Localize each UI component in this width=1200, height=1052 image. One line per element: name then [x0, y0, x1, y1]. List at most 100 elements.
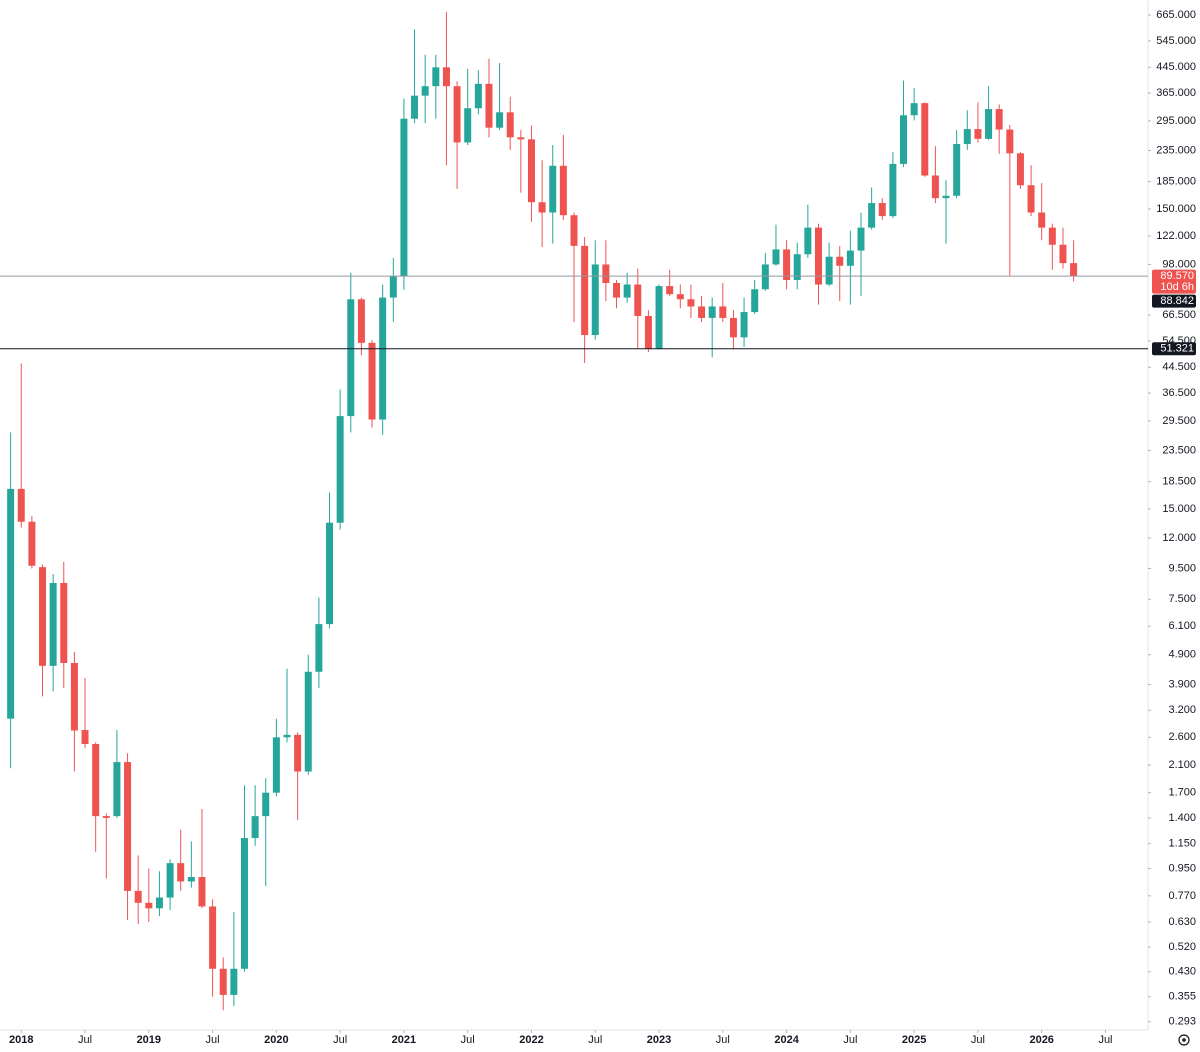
x-tick-label: 2019: [137, 1034, 161, 1046]
x-tick-label: Jul: [461, 1034, 475, 1046]
y-tick-label: 2.100: [1168, 759, 1196, 771]
price-label: 51.321: [1160, 343, 1194, 355]
candle-body: [113, 762, 121, 817]
price-label: 89.570: [1160, 270, 1194, 282]
candle-body: [400, 118, 408, 277]
candle-body: [591, 264, 599, 336]
x-tick-label: 2024: [774, 1034, 799, 1046]
candle-body: [570, 215, 578, 246]
candle-body: [698, 306, 706, 318]
candle-body: [1016, 153, 1024, 186]
candle-body: [761, 264, 769, 290]
y-tick-label: 3.200: [1168, 704, 1196, 716]
candle-body: [379, 297, 387, 420]
y-tick-label: 0.430: [1168, 966, 1196, 978]
candle-body: [411, 95, 419, 119]
candle-body: [81, 730, 89, 744]
y-tick-label: 122.000: [1156, 230, 1196, 242]
candle-body: [421, 86, 429, 96]
gear[interactable]: [1178, 1034, 1190, 1046]
candle-body: [442, 67, 450, 87]
candle-body: [315, 624, 323, 672]
candle-body: [496, 112, 504, 128]
candle-body: [474, 83, 482, 109]
candle-body: [155, 897, 163, 909]
x-tick-label: 2020: [264, 1034, 288, 1046]
candle-body: [145, 902, 153, 909]
y-tick-label: 6.100: [1168, 620, 1196, 632]
candle-body: [581, 245, 589, 336]
candle-body: [28, 521, 36, 566]
candle-body: [517, 137, 525, 140]
candle-body: [102, 816, 110, 818]
candle-body: [272, 737, 280, 793]
candle-body: [963, 129, 971, 145]
y-tick-label: 545.000: [1156, 35, 1196, 47]
candle-body: [506, 112, 514, 138]
candle-body: [7, 488, 15, 719]
y-tick-label: 98.000: [1162, 258, 1196, 270]
y-tick-label: 66.500: [1162, 309, 1196, 321]
candle-body: [166, 863, 174, 898]
y-tick-label: 2.600: [1168, 731, 1196, 743]
y-tick-label: 9.500: [1168, 562, 1196, 574]
candle-body: [70, 662, 78, 731]
candle-body: [825, 256, 833, 285]
candle-body: [1038, 212, 1046, 228]
candle-body: [708, 306, 716, 318]
x-tick-label: Jul: [843, 1034, 857, 1046]
candle-body: [878, 203, 886, 217]
candle-body: [814, 227, 822, 285]
y-tick-label: 1.700: [1168, 787, 1196, 799]
x-tick-label: Jul: [716, 1034, 730, 1046]
y-tick-label: 665.000: [1156, 9, 1196, 21]
y-tick-label: 29.500: [1162, 415, 1196, 427]
candle-body: [783, 249, 791, 280]
candle-body: [230, 968, 238, 995]
y-tick-label: 185.000: [1156, 176, 1196, 188]
candle-body: [857, 227, 865, 251]
y-tick-label: 0.630: [1168, 916, 1196, 928]
candle-body: [1006, 129, 1014, 154]
candle-body: [1070, 263, 1078, 277]
candle-body: [634, 284, 642, 316]
candle-body: [198, 876, 206, 907]
candle-body: [219, 968, 227, 995]
candle-body: [1048, 227, 1056, 245]
candle-body: [921, 103, 929, 176]
candle-body: [900, 115, 908, 164]
candle-body: [283, 734, 291, 738]
candle-body: [772, 249, 780, 265]
candle-body: [92, 743, 100, 817]
y-tick-label: 0.520: [1168, 941, 1196, 953]
gear-center[interactable]: [1182, 1038, 1186, 1042]
y-tick-label: 0.355: [1168, 991, 1196, 1003]
candle-body: [953, 144, 961, 196]
x-tick-label: Jul: [206, 1034, 220, 1046]
price-label-box: [1152, 342, 1196, 356]
x-tick-label: Jul: [78, 1034, 92, 1046]
candle-body: [729, 317, 737, 338]
settings-icon[interactable]: [1178, 1034, 1190, 1046]
candle-body: [17, 488, 25, 522]
candle-body: [432, 67, 440, 87]
candle-body: [1027, 185, 1035, 213]
candle-body: [262, 792, 270, 817]
x-tick-label: 2026: [1029, 1034, 1053, 1046]
y-tick-label: 0.770: [1168, 890, 1196, 902]
candle-body: [793, 254, 801, 280]
candle-body: [187, 876, 195, 882]
countdown-label: 10d 6h: [1160, 281, 1194, 293]
candle-body: [240, 838, 248, 969]
x-tick-label: Jul: [333, 1034, 347, 1046]
candle-body: [719, 306, 727, 318]
candle-body: [613, 282, 621, 298]
x-tick-label: 2018: [9, 1034, 33, 1046]
y-tick-label: 44.500: [1162, 361, 1196, 373]
candle-body: [549, 165, 557, 213]
candle-body: [931, 175, 939, 199]
candle-body: [326, 522, 334, 625]
candle-body: [846, 250, 854, 266]
candle-body: [464, 108, 472, 143]
